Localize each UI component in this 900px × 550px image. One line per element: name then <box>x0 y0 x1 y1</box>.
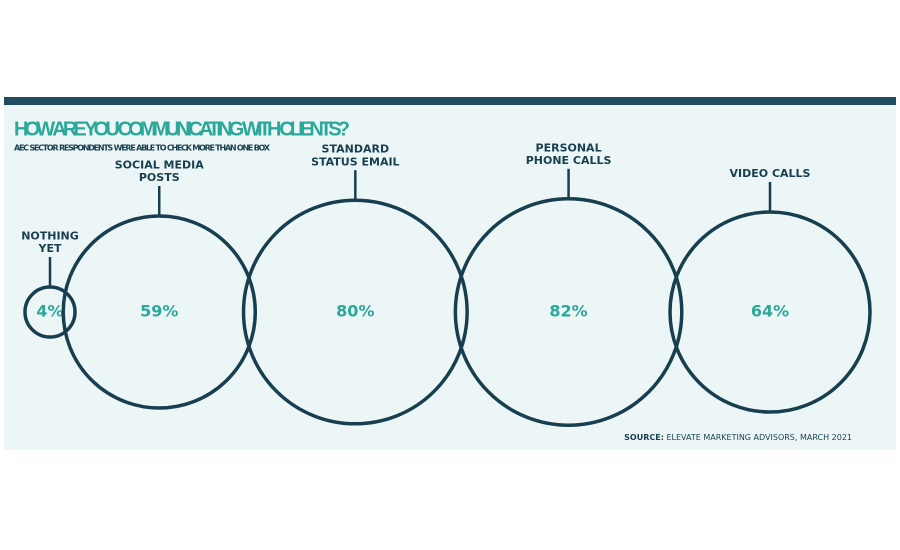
chart-subtitle: AEC SECTOR RESPONDENTS WERE ABLE TO CHEC… <box>14 144 271 153</box>
bubble <box>61 214 258 410</box>
value-label: 4% <box>36 302 63 321</box>
value-label: 64% <box>751 302 789 321</box>
value-label: 80% <box>336 302 374 321</box>
category-label: NOTHING YET <box>21 230 79 256</box>
category-label: SOCIAL MEDIA POSTS <box>115 158 204 184</box>
chart-title: HOW ARE YOU COMMUNICATING WITH CLIENTS? <box>14 118 350 140</box>
category-label: VIDEO CALLS <box>730 167 811 180</box>
top-bar <box>4 97 896 105</box>
value-label: 59% <box>140 302 178 321</box>
panel <box>4 97 896 450</box>
source: SOURCE: ELEVATE MARKETING ADVISORS, MARC… <box>624 433 852 442</box>
value-label: 82% <box>549 302 587 321</box>
source-text: ELEVATE MARKETING ADVISORS, MARCH 2021 <box>666 433 852 442</box>
source-label: SOURCE: <box>624 433 664 442</box>
category-label: PERSONAL PHONE CALLS <box>526 141 612 167</box>
category-label: STANDARD STATUS EMAIL <box>311 143 400 169</box>
